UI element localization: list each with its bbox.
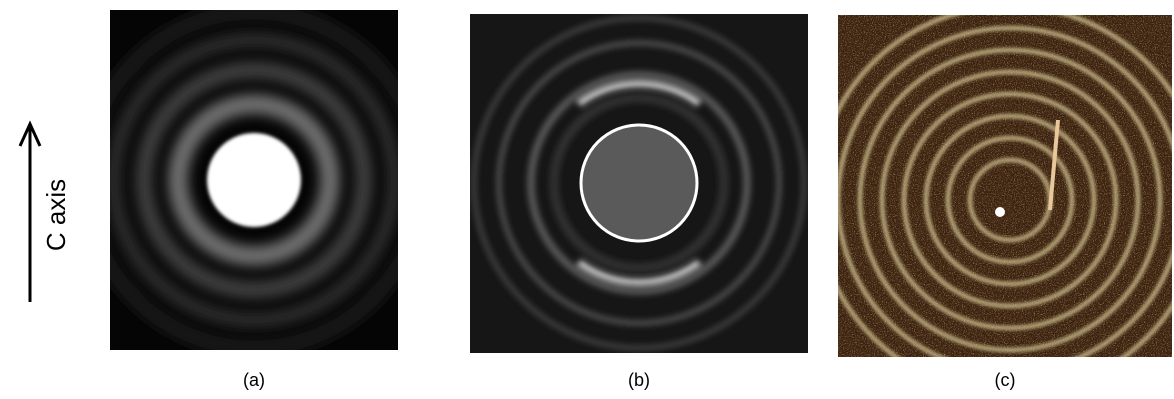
panel-label: (b) bbox=[628, 370, 650, 390]
axis-label: C axis bbox=[41, 179, 71, 251]
panel-a-image bbox=[86, 10, 422, 350]
panel-c-image bbox=[816, 6, 1174, 394]
panel-label: (c) bbox=[995, 370, 1016, 390]
panel-b-image bbox=[470, 14, 808, 353]
figure: C axis bbox=[0, 0, 1174, 394]
axis-indicator: C axis bbox=[20, 124, 71, 302]
page: C axis bbox=[0, 0, 1174, 394]
panel-label: (a) bbox=[243, 370, 265, 390]
